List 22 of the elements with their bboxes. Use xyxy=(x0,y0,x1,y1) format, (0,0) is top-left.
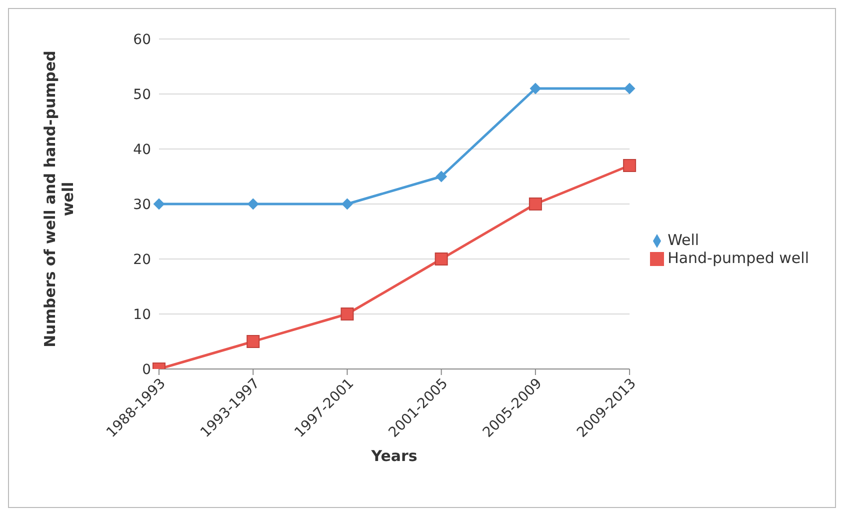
point xyxy=(246,335,260,348)
point xyxy=(436,171,447,182)
point xyxy=(528,198,542,210)
y-axis-title: Numbers of well and hand-pumped well xyxy=(41,50,77,349)
legend-label: Well xyxy=(668,231,700,249)
point xyxy=(434,252,448,266)
point xyxy=(154,198,164,210)
point xyxy=(530,83,541,94)
y-tick-label: 20 xyxy=(133,252,151,268)
y-tick-label: 60 xyxy=(133,32,151,48)
legend-label: Hand-pumped well xyxy=(668,249,809,267)
y-tick-label: 40 xyxy=(133,142,151,158)
y-tick-label: 10 xyxy=(133,306,151,323)
point xyxy=(624,83,636,94)
point xyxy=(248,198,259,210)
point xyxy=(342,198,353,210)
y-tick-label: 50 xyxy=(133,86,151,103)
y-tick-label: 0 xyxy=(142,362,151,378)
point xyxy=(340,308,354,320)
y-tick-label: 30 xyxy=(133,196,151,213)
x-axis-title: Years xyxy=(370,447,418,465)
point xyxy=(623,159,636,172)
